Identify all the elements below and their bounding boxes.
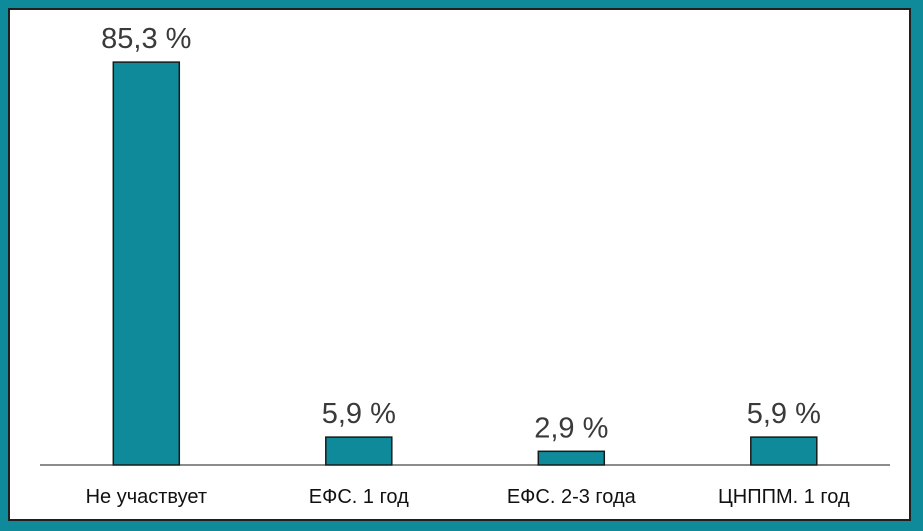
bar-2: [537, 450, 606, 466]
value-label-1: 5,9 %: [322, 398, 396, 430]
category-label-3: ЦНППМ. 1 год: [718, 486, 850, 508]
value-label-2: 2,9 %: [534, 412, 608, 444]
category-label-0: Не участвует: [86, 486, 207, 508]
value-label-0: 85,3 %: [101, 23, 191, 55]
bar-0: [112, 61, 181, 466]
bar-chart: 85,3 % Не участвует 5,9 % ЕФС. 1 год 2,9 % ЕФ…: [40, 23, 890, 508]
bar-1: [325, 436, 393, 466]
category-label-1: ЕФС. 1 год: [309, 486, 409, 508]
value-label-3: 5,9 %: [747, 398, 821, 430]
category-label-2: ЕФС. 2-3 года: [507, 486, 637, 508]
bar-3: [750, 436, 818, 466]
chart-frame: 85,3 % Не участвует 5,9 % ЕФС. 1 год 2,9 % ЕФ…: [8, 8, 911, 521]
